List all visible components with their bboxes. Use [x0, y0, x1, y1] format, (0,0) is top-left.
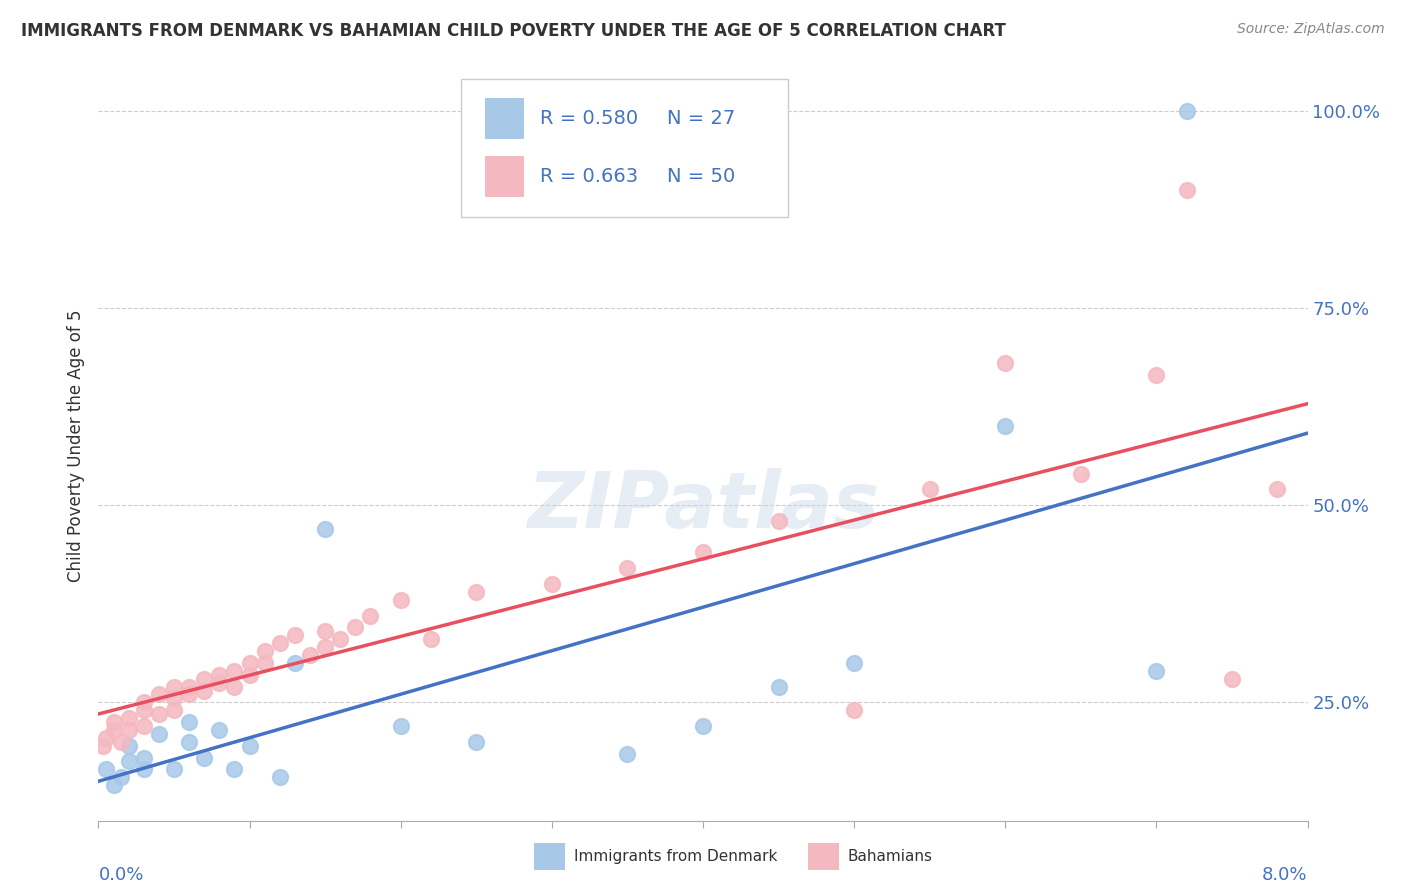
Point — [253, 644, 276, 658]
Point — [253, 656, 276, 670]
Point — [269, 636, 291, 650]
Point — [94, 763, 117, 777]
Point — [103, 723, 125, 737]
Point — [148, 688, 170, 702]
Point — [179, 714, 201, 729]
Point — [103, 714, 125, 729]
Point — [994, 419, 1017, 434]
Text: ZIPatlas: ZIPatlas — [527, 468, 879, 544]
Point — [994, 356, 1017, 370]
Point — [360, 608, 382, 623]
Point — [91, 739, 114, 753]
Point — [299, 648, 322, 662]
Point — [148, 707, 170, 722]
Point — [844, 703, 866, 717]
Point — [692, 719, 714, 733]
Point — [208, 723, 231, 737]
Point — [1267, 483, 1289, 497]
Point — [132, 763, 155, 777]
Point — [148, 727, 170, 741]
Point — [465, 585, 488, 599]
Point — [163, 680, 186, 694]
Point — [616, 747, 638, 761]
Point — [179, 735, 201, 749]
Point — [118, 739, 141, 753]
Point — [118, 711, 141, 725]
Point — [103, 778, 125, 792]
Point — [344, 620, 367, 634]
Point — [540, 577, 562, 591]
Point — [284, 656, 307, 670]
Point — [314, 640, 336, 654]
Point — [844, 656, 866, 670]
Text: R = 0.580: R = 0.580 — [540, 109, 638, 128]
Point — [616, 561, 638, 575]
Point — [118, 755, 141, 769]
Point — [132, 695, 155, 709]
Point — [918, 483, 941, 497]
Bar — [485, 155, 524, 197]
Point — [1220, 672, 1243, 686]
Point — [269, 770, 291, 784]
Point — [110, 735, 132, 749]
Point — [239, 656, 262, 670]
Point — [1175, 183, 1198, 197]
Y-axis label: Child Poverty Under the Age of 5: Child Poverty Under the Age of 5 — [66, 310, 84, 582]
Point — [329, 632, 352, 647]
Point — [179, 688, 201, 702]
Point — [110, 770, 132, 784]
Point — [132, 750, 155, 764]
Text: IMMIGRANTS FROM DENMARK VS BAHAMIAN CHILD POVERTY UNDER THE AGE OF 5 CORRELATION: IMMIGRANTS FROM DENMARK VS BAHAMIAN CHIL… — [21, 22, 1005, 40]
Point — [768, 514, 790, 528]
Point — [193, 672, 215, 686]
Text: R = 0.663: R = 0.663 — [540, 167, 638, 186]
Point — [132, 703, 155, 717]
Point — [239, 739, 262, 753]
Point — [118, 723, 141, 737]
Text: N = 27: N = 27 — [666, 109, 735, 128]
Point — [389, 592, 412, 607]
Point — [163, 763, 186, 777]
Bar — [485, 98, 524, 139]
Point — [163, 691, 186, 706]
Point — [314, 522, 336, 536]
Point — [193, 683, 215, 698]
Point — [208, 667, 231, 681]
Point — [132, 719, 155, 733]
Point — [208, 675, 231, 690]
Point — [465, 735, 488, 749]
Text: N = 50: N = 50 — [666, 167, 735, 186]
Point — [1146, 368, 1168, 382]
Point — [284, 628, 307, 642]
Point — [224, 763, 246, 777]
Point — [692, 545, 714, 559]
Point — [1070, 467, 1092, 481]
Point — [224, 680, 246, 694]
Point — [239, 667, 262, 681]
Point — [179, 680, 201, 694]
Point — [163, 703, 186, 717]
Point — [314, 624, 336, 639]
Point — [94, 731, 117, 745]
Point — [768, 680, 790, 694]
Text: Immigrants from Denmark: Immigrants from Denmark — [574, 849, 778, 863]
FancyBboxPatch shape — [461, 78, 787, 218]
Point — [1146, 664, 1168, 678]
Text: Bahamians: Bahamians — [848, 849, 932, 863]
Point — [420, 632, 443, 647]
Point — [1175, 103, 1198, 118]
Text: 0.0%: 0.0% — [98, 865, 143, 884]
Point — [389, 719, 412, 733]
Text: Source: ZipAtlas.com: Source: ZipAtlas.com — [1237, 22, 1385, 37]
Point — [193, 750, 215, 764]
Text: 8.0%: 8.0% — [1263, 865, 1308, 884]
Point — [224, 664, 246, 678]
